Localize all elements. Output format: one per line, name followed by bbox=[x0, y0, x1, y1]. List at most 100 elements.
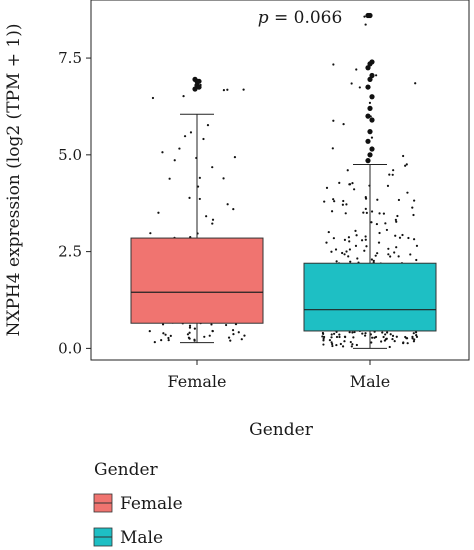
jitter-point bbox=[224, 323, 228, 327]
y-tick-label-3: 7.5 bbox=[58, 49, 82, 67]
jitter-point bbox=[362, 211, 365, 214]
jitter-point bbox=[346, 169, 349, 172]
jitter-point bbox=[173, 159, 176, 162]
jitter-point bbox=[338, 333, 341, 336]
jitter-point bbox=[409, 253, 412, 256]
jitter-point bbox=[413, 199, 416, 202]
jitter-point bbox=[348, 240, 351, 243]
jitter-point bbox=[188, 326, 192, 329]
jitter-point bbox=[364, 23, 367, 26]
jitter-point bbox=[182, 95, 185, 98]
jitter-point bbox=[232, 207, 235, 211]
jitter-point bbox=[330, 250, 333, 253]
jitter-point bbox=[405, 337, 408, 340]
jitter-point bbox=[334, 248, 338, 251]
jitter-point bbox=[168, 177, 171, 180]
jitter-point bbox=[372, 259, 375, 262]
jitter-point bbox=[353, 330, 356, 334]
jitter-point bbox=[167, 339, 170, 342]
jitter-point bbox=[345, 203, 348, 206]
jitter-point bbox=[153, 341, 156, 344]
jitter-point bbox=[160, 339, 163, 342]
jitter-point bbox=[384, 333, 387, 336]
jitter-point bbox=[211, 222, 214, 225]
jitter-point bbox=[395, 246, 398, 249]
outlier-point bbox=[365, 158, 371, 164]
jitter-point bbox=[412, 238, 416, 241]
jitter-point bbox=[384, 222, 387, 225]
jitter-point bbox=[335, 260, 338, 263]
jitter-point bbox=[404, 164, 407, 167]
jitter-point bbox=[323, 200, 326, 203]
jitter-point bbox=[226, 203, 229, 206]
jitter-point bbox=[327, 230, 330, 234]
jitter-point bbox=[332, 237, 335, 240]
jitter-point bbox=[405, 163, 408, 166]
jitter-point bbox=[389, 255, 392, 258]
x-axis: Female Male bbox=[168, 360, 391, 391]
jitter-point bbox=[188, 196, 191, 199]
jitter-point bbox=[188, 331, 191, 334]
jitter-point bbox=[395, 335, 398, 338]
jitter-point bbox=[151, 96, 155, 100]
jitter-point bbox=[395, 220, 398, 223]
jitter-point bbox=[164, 333, 167, 336]
jitter-point bbox=[348, 331, 351, 334]
jitter-point bbox=[377, 241, 381, 244]
jitter-point bbox=[344, 335, 347, 339]
y-axis: 0.0 2.5 5.0 7.5 bbox=[58, 49, 91, 357]
jitter-point bbox=[347, 255, 350, 258]
legend-label-female: Female bbox=[120, 494, 183, 514]
jitter-point bbox=[321, 335, 324, 338]
jitter-point bbox=[350, 82, 353, 85]
jitter-point bbox=[322, 343, 325, 346]
jitter-point bbox=[355, 68, 358, 71]
jitter-point bbox=[402, 341, 405, 344]
jitter-point bbox=[360, 239, 364, 242]
legend-title: Gender bbox=[94, 460, 159, 480]
jitter-point bbox=[188, 324, 192, 327]
jitter-point bbox=[401, 233, 404, 237]
jitter-point bbox=[331, 344, 334, 348]
jitter-point bbox=[335, 335, 339, 339]
jitter-point bbox=[350, 345, 353, 348]
jitter-point bbox=[186, 333, 190, 336]
jitter-point bbox=[355, 234, 358, 237]
jitter-point bbox=[211, 166, 214, 169]
jitter-point bbox=[380, 340, 383, 343]
jitter-point bbox=[193, 327, 196, 330]
jitter-point bbox=[412, 340, 416, 343]
jitter-point bbox=[333, 200, 336, 203]
jitter-point bbox=[333, 332, 336, 335]
jitter-point bbox=[322, 332, 325, 335]
jitter-point bbox=[331, 342, 334, 346]
jitter-point bbox=[233, 156, 237, 159]
jitter-point bbox=[387, 247, 390, 250]
box-iqr bbox=[303, 262, 437, 332]
jitter-point bbox=[193, 339, 196, 342]
legend-item-male: Male bbox=[93, 527, 163, 548]
jitter-point bbox=[348, 248, 352, 251]
jitter-point bbox=[351, 343, 354, 346]
jitter-point bbox=[386, 331, 389, 334]
jitter-point bbox=[386, 184, 390, 187]
jitter-point bbox=[347, 236, 351, 239]
jitter-point bbox=[162, 332, 165, 335]
jitter-point bbox=[227, 336, 231, 339]
jitter-point bbox=[356, 257, 359, 260]
outlier-point bbox=[369, 72, 375, 79]
jitter-point bbox=[392, 169, 395, 172]
jitter-point bbox=[364, 235, 367, 238]
jitter-point bbox=[343, 238, 347, 241]
x-axis-label: Gender bbox=[249, 420, 314, 440]
jitter-point bbox=[368, 101, 372, 104]
jitter-point bbox=[412, 213, 415, 217]
outlier-point bbox=[367, 12, 373, 19]
jitter-point bbox=[414, 82, 417, 85]
jitter-point bbox=[355, 343, 358, 347]
x-tick-label-male: Male bbox=[350, 372, 391, 391]
boxes bbox=[130, 12, 437, 349]
jitter-point bbox=[330, 333, 333, 336]
jitter-point bbox=[394, 218, 397, 221]
jitter-point bbox=[349, 260, 352, 263]
